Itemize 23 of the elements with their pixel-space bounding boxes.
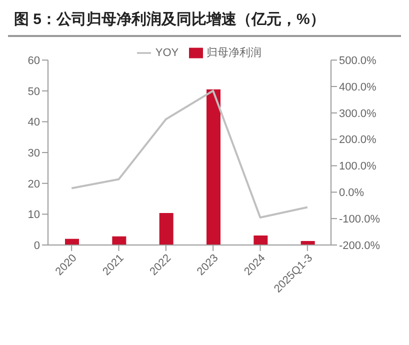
- y-tick-label: 60: [28, 55, 40, 67]
- bar: [159, 212, 174, 245]
- chart-title: 图 5：公司归母净利润及同比增速（亿元，%）: [8, 8, 401, 37]
- legend-label: YOY: [155, 47, 179, 59]
- y2-tick-label: 300.0%: [339, 108, 377, 120]
- y-tick-label: 50: [28, 86, 40, 98]
- y-tick-label: 0: [34, 240, 40, 252]
- y-tick-label: 30: [28, 147, 40, 160]
- y2-tick-label: 500.0%: [339, 55, 377, 67]
- y-tick-label: 40: [28, 116, 40, 129]
- y2-tick-label: 100.0%: [339, 160, 377, 173]
- y-tick-label: 10: [28, 209, 40, 222]
- y2-tick-label: 200.0%: [339, 134, 377, 146]
- y2-tick-label: 0.0%: [339, 187, 364, 200]
- y2-tick-label: -100.0%: [339, 213, 380, 226]
- line-series: [70, 90, 308, 219]
- y2-tick-label: -200.0%: [339, 240, 380, 252]
- y2-tick-label: 400.0%: [339, 81, 377, 94]
- y-tick-label: 20: [28, 178, 40, 190]
- bar: [254, 235, 268, 245]
- bar: [206, 89, 220, 245]
- legend-label: 归母净利润: [206, 47, 262, 59]
- bar: [112, 236, 126, 245]
